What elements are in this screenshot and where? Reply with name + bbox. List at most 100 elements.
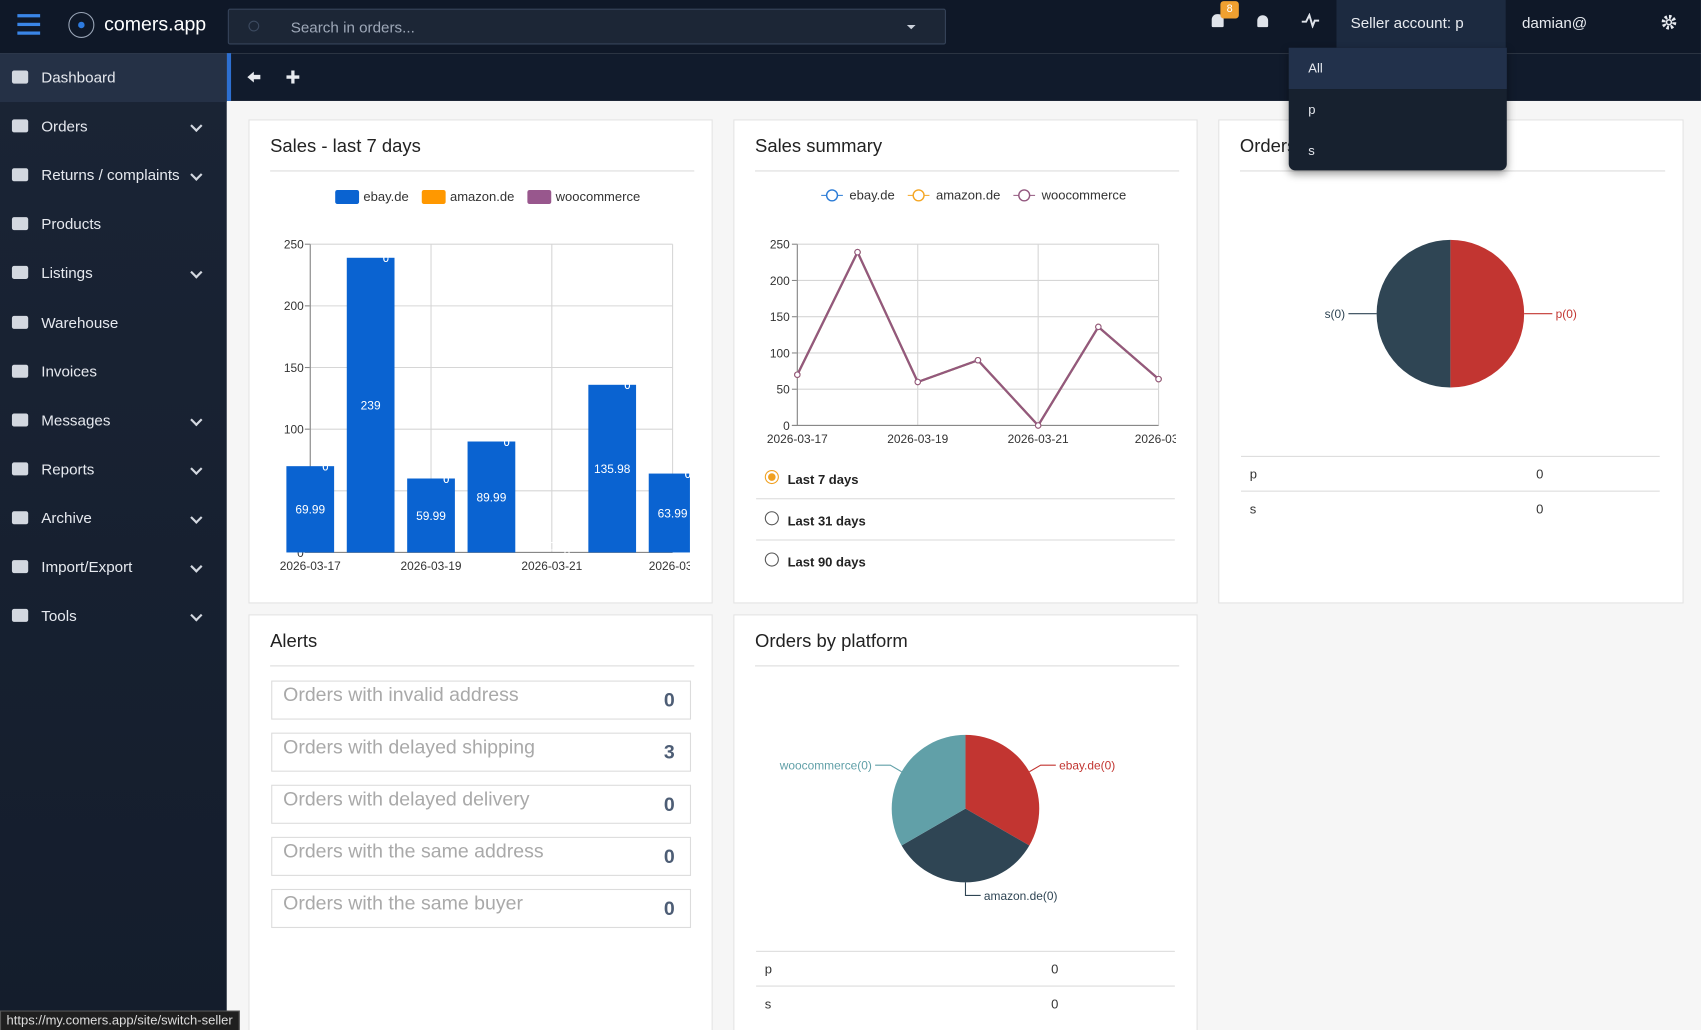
- alert-row[interactable]: Orders with the same buyer 0: [271, 888, 692, 929]
- sidebar-item[interactable]: Returns / complaints: [0, 151, 227, 200]
- search-placeholder: Search in orders...: [290, 18, 415, 36]
- table-cell: 0: [1051, 961, 1059, 977]
- sidebar-label: Archive: [41, 508, 92, 527]
- seller-account-button[interactable]: Seller account: p: [1336, 0, 1506, 48]
- sidebar-icon: [11, 70, 29, 84]
- period-label: Last 90 days: [787, 554, 866, 570]
- period-label: Last 31 days: [787, 513, 866, 529]
- alert-count: 0: [663, 689, 675, 711]
- panel-title: Sales - last 7 days: [270, 136, 695, 172]
- notification-badge: 8: [1220, 1, 1239, 19]
- alert-count: 0: [663, 793, 675, 816]
- table-cell: 0: [1051, 996, 1059, 1012]
- brand[interactable]: comers.app: [104, 13, 207, 35]
- alert-label: Orders with invalid address: [283, 683, 519, 706]
- summary-panel: Sales summary Last 7 days Last 31 days Las…: [733, 119, 1198, 604]
- alerts-icon[interactable]: [1257, 15, 1269, 28]
- alert-label: Orders with the same buyer: [283, 892, 523, 914]
- sidebar-icon: [11, 315, 29, 329]
- sidebar-label: Returns / complaints: [41, 166, 180, 184]
- sidebar-icon: [11, 217, 29, 231]
- sidebar-label: Tools: [41, 606, 77, 625]
- chevron: [190, 413, 203, 426]
- back-button[interactable]: [246, 71, 261, 84]
- table-cell: p: [1249, 466, 1257, 482]
- period-option[interactable]: Last 90 days: [756, 539, 1175, 580]
- alert-row[interactable]: Orders with delayed shipping 3: [271, 732, 692, 772]
- sidebar-item[interactable]: Orders: [0, 102, 227, 151]
- add-button[interactable]: [286, 70, 300, 84]
- alert-row[interactable]: Orders with the same address 0: [271, 836, 692, 876]
- panel-title: Orders by platform: [755, 631, 1180, 667]
- sales-panel: Sales - last 7 days: [248, 119, 713, 604]
- sidebar-item[interactable]: Warehouse: [0, 298, 227, 347]
- chevron: [190, 119, 203, 133]
- sidebar-icon: [11, 364, 29, 378]
- chevron: [190, 462, 203, 475]
- sidebar-label: Products: [41, 215, 102, 233]
- sidebar-icon: [11, 511, 29, 525]
- sidebar-item[interactable]: Products: [0, 200, 227, 249]
- panel-title: Alerts: [270, 631, 695, 667]
- user-menu[interactable]: damian@: [1521, 14, 1588, 32]
- logo: [68, 11, 95, 38]
- sidebar-item[interactable]: Dashboard: [0, 53, 227, 103]
- menu-toggle[interactable]: [17, 14, 41, 36]
- activity-icon[interactable]: [1301, 13, 1321, 29]
- sidebar-icon: [11, 413, 29, 427]
- period-option[interactable]: Last 31 days: [756, 498, 1175, 541]
- alerts-panel: Alerts Orders with invalid address 0 Order…: [248, 614, 713, 1030]
- chevron: [190, 168, 203, 182]
- notifications-icon[interactable]: [1211, 14, 1224, 28]
- sidebar-label: Listings: [41, 264, 93, 282]
- sidebar-item[interactable]: Messages: [0, 396, 227, 445]
- sidebar-icon: [11, 462, 29, 476]
- seller-option[interactable]: p: [1308, 102, 1316, 118]
- period-label: Last 7 days: [787, 472, 859, 488]
- seller-option[interactable]: All: [1288, 47, 1507, 90]
- sidebar-label: Orders: [41, 117, 88, 135]
- sidebar-label: Dashboard: [41, 68, 116, 86]
- alert-label: Orders with delayed delivery: [283, 788, 530, 810]
- chevron: [190, 511, 203, 524]
- chevron: [190, 560, 203, 573]
- seller-option[interactable]: s: [1308, 143, 1315, 159]
- table-cell: 0: [1536, 466, 1544, 482]
- sidebar-label: Invoices: [41, 362, 97, 380]
- panel-title: Sales summary: [755, 136, 1180, 172]
- sidebar-icon: [11, 609, 29, 623]
- seller-account: Seller account: p: [1350, 14, 1464, 32]
- seller-dropdown: All p s: [1288, 47, 1507, 171]
- search-box[interactable]: Search in orders...: [227, 8, 946, 45]
- alert-row[interactable]: Orders with invalid address 0: [271, 680, 692, 720]
- alert-count: 3: [663, 741, 675, 764]
- chevron: [190, 266, 203, 279]
- sidebar-item[interactable]: Tools: [0, 592, 227, 641]
- sidebar-icon: [11, 119, 29, 133]
- status-url: https://my.comers.app/site/switch-seller: [0, 1010, 240, 1030]
- sidebar-item[interactable]: Import/Export: [0, 543, 227, 592]
- alert-label: Orders with the same address: [283, 840, 544, 862]
- alert-row[interactable]: Orders with delayed delivery 0: [271, 784, 692, 824]
- table-cell: 0: [1536, 501, 1544, 517]
- settings-icon[interactable]: [1661, 14, 1677, 30]
- sidebar-item[interactable]: Archive: [0, 494, 227, 543]
- period-option[interactable]: Last 7 days: [756, 457, 1175, 500]
- sidebar-item[interactable]: Reports: [0, 445, 227, 494]
- sidebar-item[interactable]: Listings: [0, 249, 227, 298]
- sidebar-item[interactable]: Invoices: [0, 347, 227, 396]
- alert-count: 0: [663, 897, 675, 920]
- alert-count: 0: [663, 845, 675, 868]
- sidebar-label: Messages: [41, 411, 111, 429]
- top-bar: comers.app Search in orders... 8 Seller …: [0, 0, 1701, 54]
- sidebar-label: Reports: [41, 459, 95, 478]
- table-cell: s: [764, 996, 772, 1012]
